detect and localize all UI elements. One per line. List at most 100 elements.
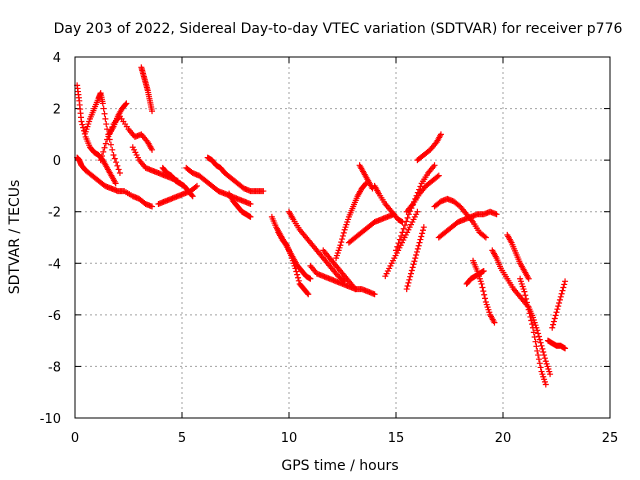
data-point (409, 264, 416, 271)
series-arc-35 (544, 337, 569, 352)
data-point (193, 182, 200, 189)
data-point (538, 342, 545, 349)
data-point (294, 271, 301, 278)
data-point (109, 146, 116, 153)
data-point (556, 296, 563, 303)
data-point (104, 136, 111, 143)
data-point (102, 115, 109, 122)
series-arc-26 (403, 224, 427, 293)
data-point (412, 255, 419, 262)
x-tick-label: 15 (388, 431, 405, 446)
data-point (99, 100, 106, 107)
y-tick-label: 0 (53, 154, 61, 169)
x-tick-label: 10 (281, 431, 298, 446)
data-point (396, 236, 403, 243)
x-tick-label: 25 (602, 431, 619, 446)
x-tick-label: 5 (178, 431, 186, 446)
data-point (111, 155, 118, 162)
series-arc-5 (106, 100, 130, 138)
series-arc-33 (517, 275, 549, 388)
data-point (556, 299, 563, 306)
data-point (534, 347, 541, 354)
data-point (307, 275, 314, 282)
data-point (80, 124, 87, 131)
data-point (304, 290, 311, 297)
y-tick-label: 4 (53, 51, 61, 66)
data-point (294, 274, 301, 281)
data-point (478, 280, 485, 287)
series-arc-1 (74, 154, 156, 210)
series-arc-2 (74, 82, 119, 187)
series-arc-24 (414, 131, 444, 164)
data-point (559, 287, 566, 294)
data-point (295, 277, 302, 284)
data-point (554, 306, 561, 313)
data-point (405, 279, 412, 286)
data-point (481, 291, 488, 298)
data-point (532, 338, 539, 345)
data-point (408, 267, 415, 274)
data-point (100, 148, 107, 155)
series-arc-32 (504, 231, 532, 282)
data-point (339, 232, 346, 239)
data-point (78, 118, 85, 125)
data-point (523, 295, 530, 302)
data-point (149, 146, 156, 153)
data-point (420, 224, 427, 231)
data-point (122, 101, 129, 108)
series-arc-11 (204, 154, 267, 195)
data-point (97, 157, 104, 164)
data-point (292, 265, 299, 272)
data-point (394, 243, 401, 250)
y-tick-label: -8 (48, 360, 61, 375)
data-point (482, 295, 489, 302)
data-point (192, 183, 199, 190)
data-point (540, 348, 547, 355)
data-point (110, 151, 117, 158)
data-point (557, 293, 564, 300)
data-point (79, 121, 86, 128)
series-arc-36 (549, 278, 569, 331)
data-point (116, 170, 123, 177)
y-tick-label: -2 (48, 206, 61, 221)
data-point (558, 290, 565, 297)
x-tick-label: 0 (71, 431, 79, 446)
data-point (480, 268, 487, 275)
data-point (535, 356, 542, 363)
data-point (536, 360, 543, 367)
series-arc-3 (82, 90, 123, 177)
data-point (418, 233, 425, 240)
data-point (414, 245, 421, 252)
data-point (123, 100, 130, 107)
y-tick-label: -10 (40, 412, 61, 427)
series-arc-4 (97, 113, 156, 164)
series-arc-23 (393, 162, 438, 254)
data-point (525, 275, 532, 282)
data-point (523, 299, 530, 306)
data-point (437, 131, 444, 138)
data-points (74, 64, 569, 388)
data-point (562, 345, 569, 352)
data-point (482, 234, 489, 241)
x-axis-label: GPS time / hours (281, 458, 398, 474)
data-point (101, 144, 108, 151)
data-point (339, 236, 346, 243)
data-point (416, 239, 423, 246)
data-point (338, 239, 345, 246)
series-arc-17 (320, 247, 359, 293)
data-point (493, 211, 500, 218)
data-point (480, 288, 487, 295)
data-point (406, 276, 413, 283)
data-point (481, 233, 488, 240)
data-point (555, 303, 562, 310)
data-point (149, 108, 156, 115)
data-point (102, 140, 109, 147)
data-point (530, 329, 537, 336)
data-point (410, 261, 417, 268)
data-point (537, 339, 544, 346)
data-point (534, 327, 541, 334)
data-point (149, 203, 156, 210)
data-point (337, 242, 344, 249)
data-point (541, 352, 548, 359)
